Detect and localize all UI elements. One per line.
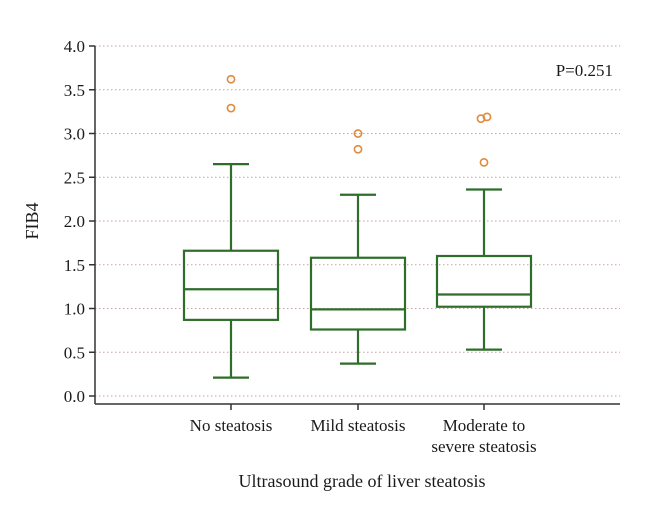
iqr-box bbox=[182, 249, 280, 321]
box-group bbox=[435, 112, 533, 351]
x-axis-title: Ultrasound grade of liver steatosis bbox=[239, 471, 486, 491]
y-tick-label: 3.0 bbox=[64, 125, 85, 144]
outlier-point bbox=[479, 157, 489, 167]
category-labels: No steatosis Mild steatosis Moderate to sev… bbox=[190, 404, 537, 456]
p-value-annotation: P=0.251 bbox=[556, 61, 613, 80]
y-ticks: 0.0 0.5 1.0 1.5 2.0 2.5 3.0 3.5 4.0 bbox=[64, 37, 95, 406]
outlier-point bbox=[353, 129, 363, 138]
y-tick-label: 4.0 bbox=[64, 37, 85, 56]
y-tick-label: 2.5 bbox=[64, 168, 85, 187]
category-label: Mild steatosis bbox=[311, 416, 406, 435]
outlier-point bbox=[482, 112, 492, 122]
y-axis-title: FIB4 bbox=[22, 202, 42, 239]
y-tick-label: 1.0 bbox=[64, 300, 85, 319]
iqr-box bbox=[309, 256, 407, 331]
y-tick-label: 2.0 bbox=[64, 212, 85, 231]
outlier-point bbox=[226, 74, 236, 84]
boxes bbox=[182, 74, 533, 379]
box-group bbox=[309, 129, 407, 365]
gridlines bbox=[95, 45, 620, 397]
category-label: No steatosis bbox=[190, 416, 273, 435]
y-tick-label: 3.5 bbox=[64, 81, 85, 100]
box-group bbox=[182, 74, 280, 379]
outlier-point bbox=[226, 103, 236, 113]
iqr-box bbox=[435, 254, 533, 308]
y-tick-label: 0.5 bbox=[64, 343, 85, 362]
y-tick-label: 1.5 bbox=[64, 256, 85, 275]
y-tick-label: 0.0 bbox=[64, 387, 85, 406]
category-label: Moderate to bbox=[443, 416, 526, 435]
outlier-point bbox=[353, 144, 363, 154]
category-label: severe steatosis bbox=[431, 437, 536, 456]
